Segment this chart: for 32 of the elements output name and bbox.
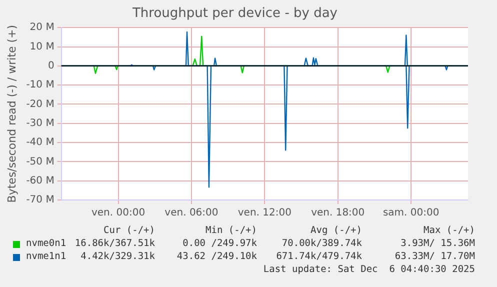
chart-title: Throughput per device - by day bbox=[131, 6, 338, 22]
x-tick-label: ven. 00:00 bbox=[91, 208, 146, 219]
text: Min (-/+) bbox=[206, 225, 257, 236]
text: 0.00 /249.97k bbox=[182, 238, 257, 249]
text: 43.62 /249.10k bbox=[176, 251, 257, 262]
y-tick-label: -20 M bbox=[26, 98, 54, 110]
x-tick-label: sam. 00:00 bbox=[382, 208, 440, 219]
text: Cur (-/+) bbox=[104, 225, 155, 236]
y-tick-label: 10 M bbox=[30, 41, 54, 52]
text: 671.74k/479.74k bbox=[276, 251, 362, 262]
text: Last update: Sat Dec 6 04:40:30 2025 bbox=[263, 264, 475, 275]
text: 16.86k/367.51k bbox=[74, 238, 155, 249]
x-tick-label: ven. 18:00 bbox=[311, 208, 365, 219]
x-tick-label: ven. 06:00 bbox=[164, 208, 218, 219]
text: Max (-/+) bbox=[424, 225, 475, 236]
text: 3.93M/ 15.36M bbox=[400, 238, 475, 249]
y-tick-label: -30 M bbox=[26, 118, 54, 129]
legend-label: nvme0n1 bbox=[26, 238, 66, 249]
text: 70.00k/389.74k bbox=[282, 238, 362, 249]
text: 4.42k/329.31k bbox=[80, 251, 155, 262]
y-tick-label: -70 M bbox=[26, 194, 54, 206]
y-tick-label: -50 M bbox=[26, 156, 54, 168]
y-axis-title: Bytes/second read (-) / write (+) bbox=[5, 24, 18, 203]
y-tick-label: 0 bbox=[48, 60, 54, 72]
text: Avg (-/+) bbox=[310, 225, 362, 236]
x-tick-label: ven. 12:00 bbox=[238, 208, 292, 219]
legend-label: nvme1n1 bbox=[26, 251, 66, 262]
y-tick-label: -10 M bbox=[26, 80, 54, 91]
text: 63.33M/ 17.70M bbox=[394, 251, 475, 262]
y-tick-label: -40 M bbox=[26, 137, 54, 148]
y-tick-label: -60 M bbox=[26, 175, 54, 186]
y-tick-label: 20 M bbox=[30, 22, 54, 34]
